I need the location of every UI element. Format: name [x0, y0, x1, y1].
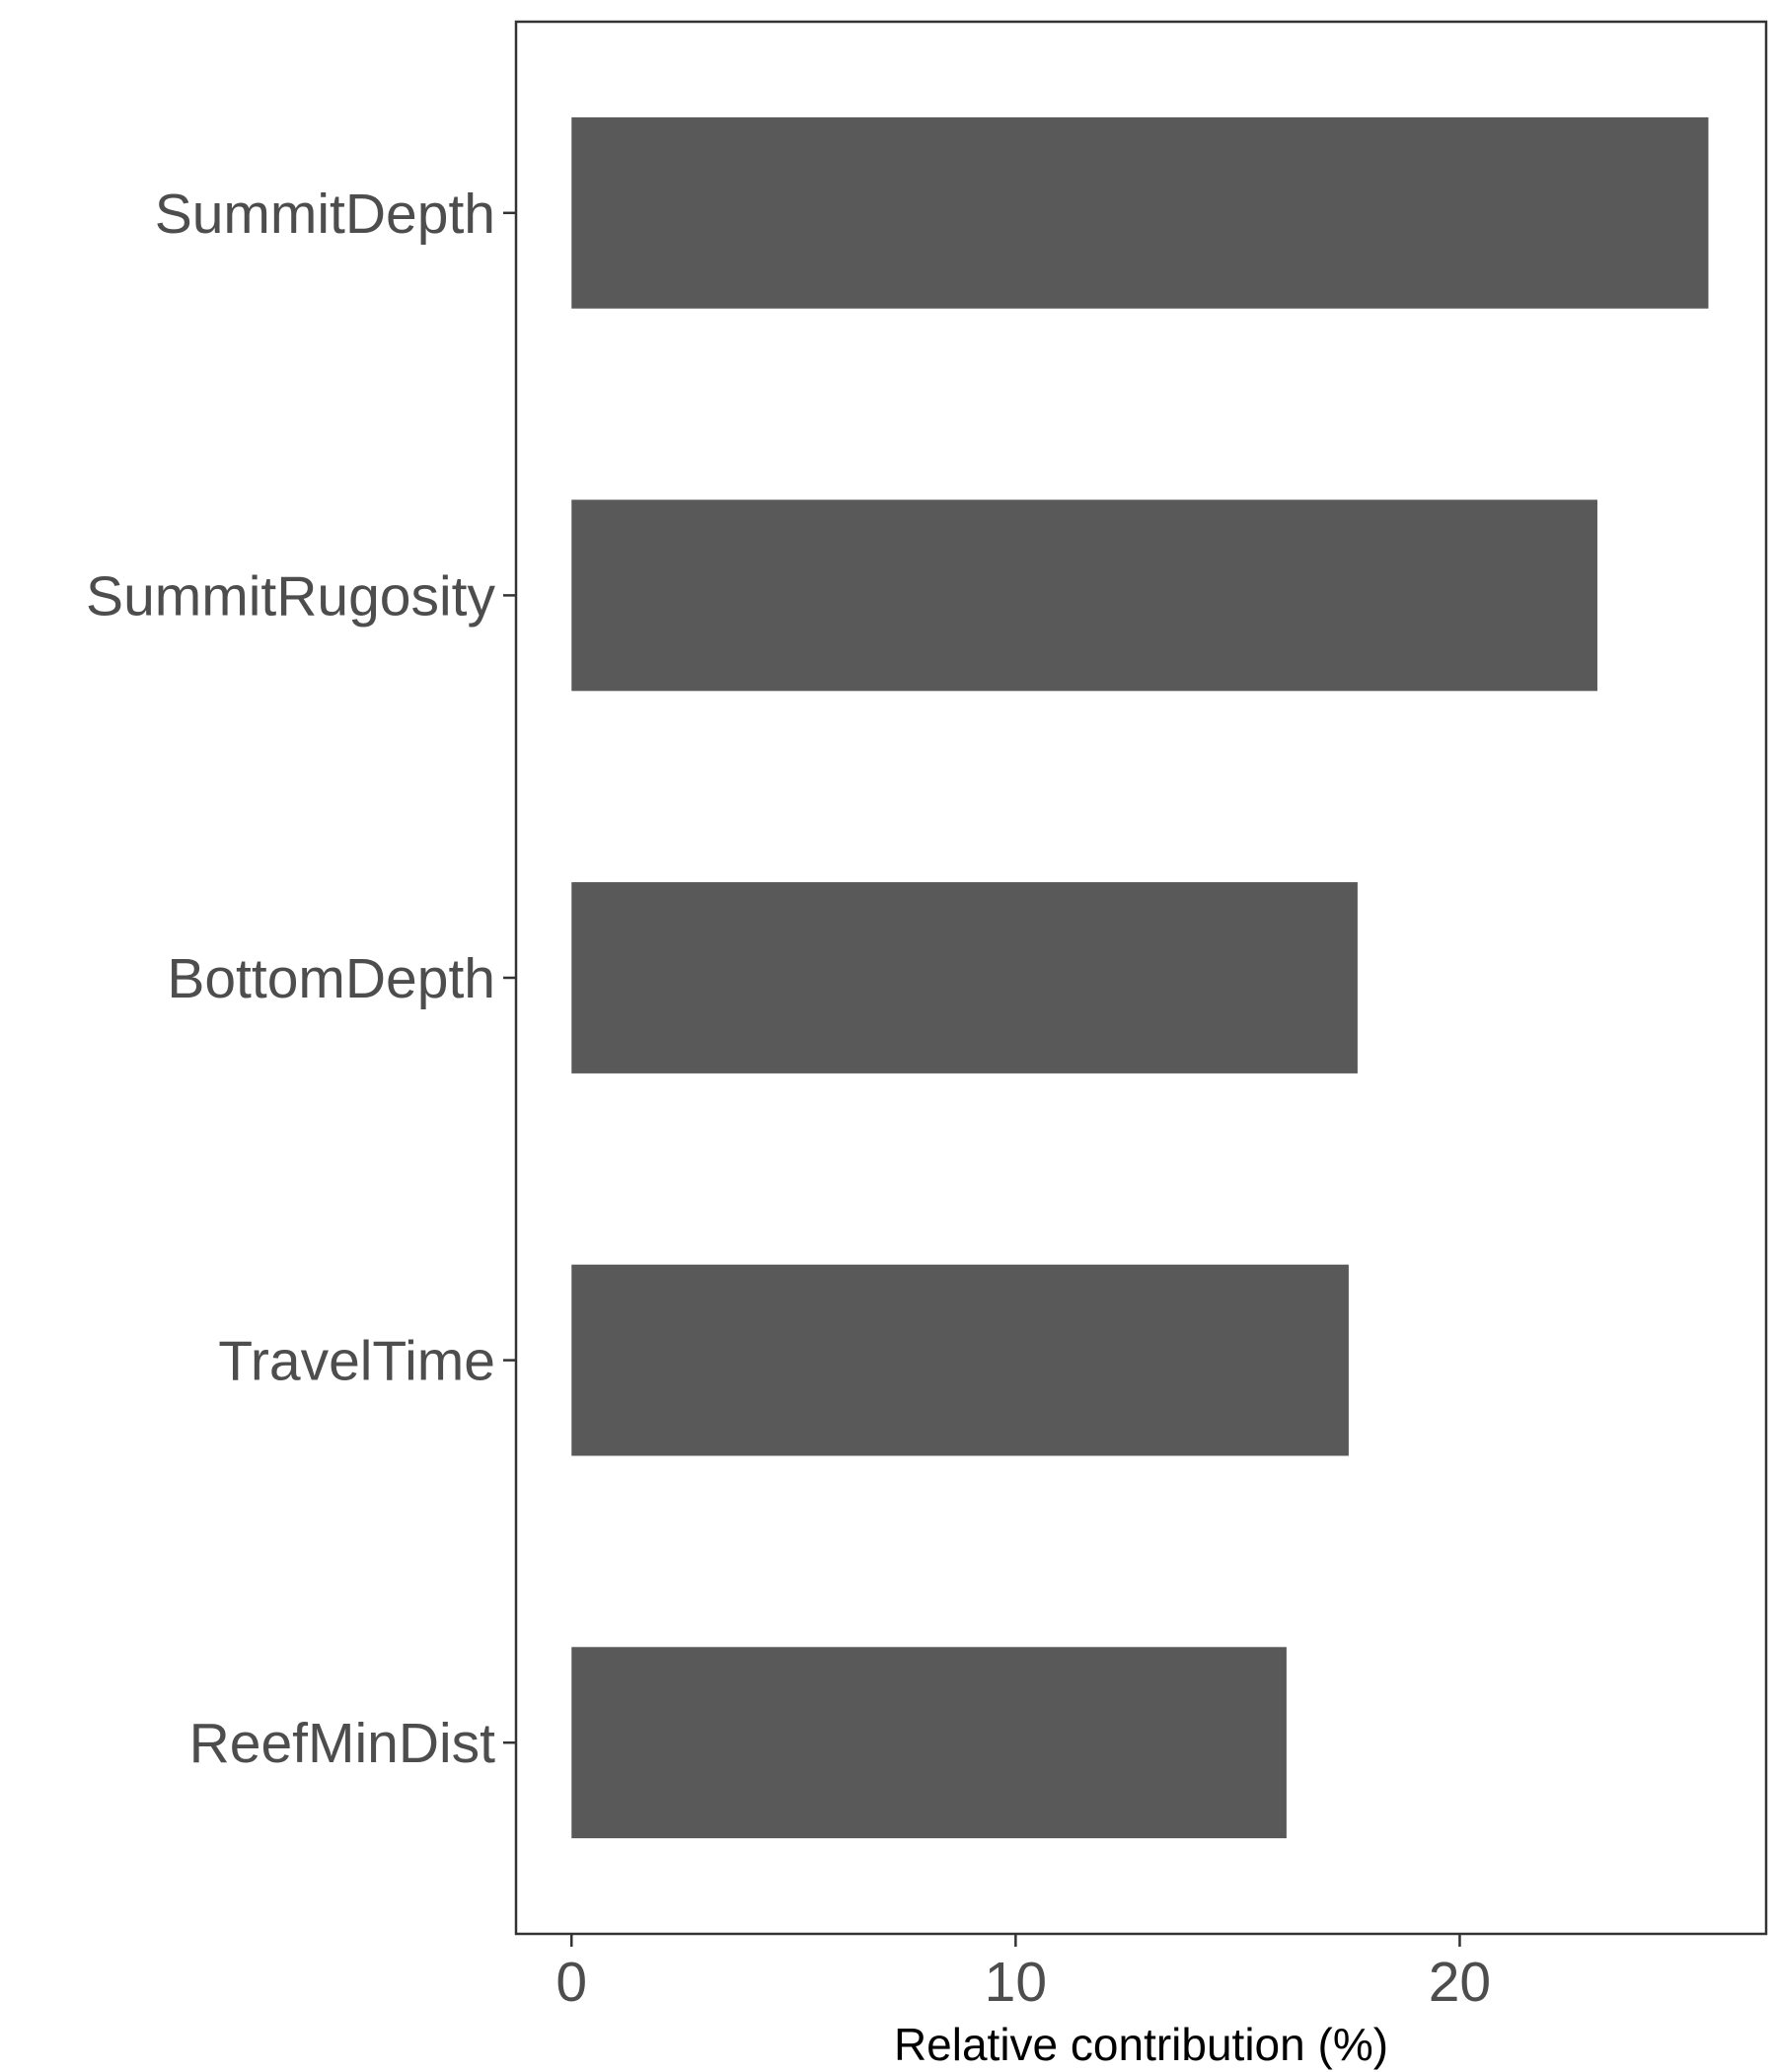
plot-frame [514, 20, 1768, 1936]
bar-bottomdepth [571, 882, 1358, 1073]
x-tick-label: 10 [985, 1951, 1047, 2014]
x-tick-label: 20 [1429, 1951, 1491, 2014]
x-tick-label: 0 [555, 1951, 587, 2014]
bar-reefmindist [571, 1647, 1287, 1839]
y-tick-label: BottomDepth [167, 947, 495, 1010]
y-axis-labels: SummitDepth SummitRugosity BottomDepth Trav… [86, 183, 495, 1775]
y-tick-label: TravelTime [218, 1330, 495, 1393]
bars-group [571, 116, 1709, 1839]
x-axis-ticks [570, 1934, 1461, 1947]
x-axis-labels: 0 10 20 [555, 1951, 1491, 2014]
x-axis-title: Relative contribution (%) [894, 2019, 1388, 2070]
y-tick-label: ReefMinDist [189, 1712, 496, 1775]
y-tick-label: SummitRugosity [86, 564, 495, 628]
bar-summitrugosity [571, 499, 1597, 692]
y-tick-label: SummitDepth [155, 183, 495, 246]
bar-summitdepth [571, 116, 1709, 309]
bar-traveltime [571, 1264, 1349, 1456]
y-axis-ticks [503, 211, 516, 1744]
